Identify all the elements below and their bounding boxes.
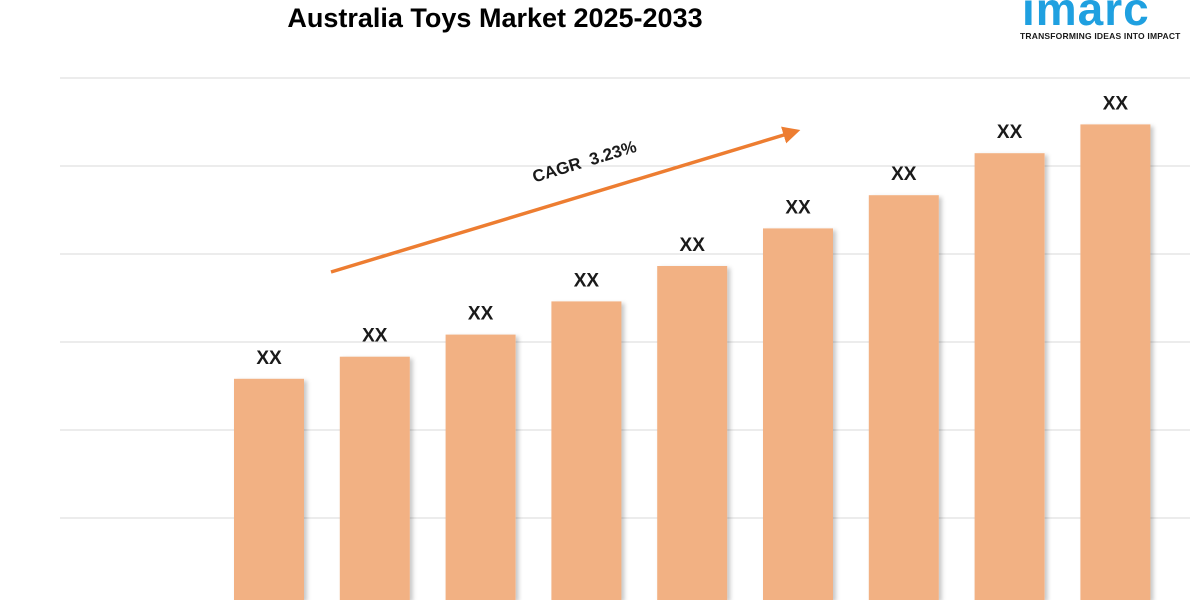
bar: [657, 266, 728, 600]
logo-tagline: TRANSFORMING IDEAS INTO IMPACT: [1020, 31, 1181, 41]
bar: [339, 356, 410, 600]
bars: [234, 124, 1151, 600]
cagr-annotation: CAGR 3.23%: [330, 126, 801, 274]
cagr-label: CAGR 3.23%: [530, 137, 639, 186]
data-label: XX: [468, 304, 494, 325]
data-label: XX: [574, 270, 600, 291]
bar: [1080, 124, 1151, 600]
data-label: XX: [256, 348, 282, 369]
data-labels: XX XX XX XX XX XX XX XX XX: [256, 93, 1128, 368]
bar: [763, 228, 833, 600]
data-label: XX: [1103, 93, 1129, 114]
bar: [445, 334, 516, 600]
data-label: XX: [680, 235, 706, 256]
bar: [974, 153, 1045, 600]
imarc-logo: imarc TRANSFORMING IDEAS INTO IMPACT: [1010, 0, 1190, 45]
bar: [234, 378, 304, 600]
data-label: XX: [362, 326, 388, 347]
data-label: XX: [997, 122, 1023, 143]
chart-title: Australia Toys Market 2025-2033: [287, 3, 703, 33]
data-label: XX: [785, 197, 811, 218]
cagr-trend-arrow: [330, 126, 801, 274]
logo-wordmark: imarc: [1022, 0, 1150, 35]
data-label: XX: [891, 164, 917, 185]
bar: [868, 195, 939, 600]
bar: [551, 301, 622, 600]
